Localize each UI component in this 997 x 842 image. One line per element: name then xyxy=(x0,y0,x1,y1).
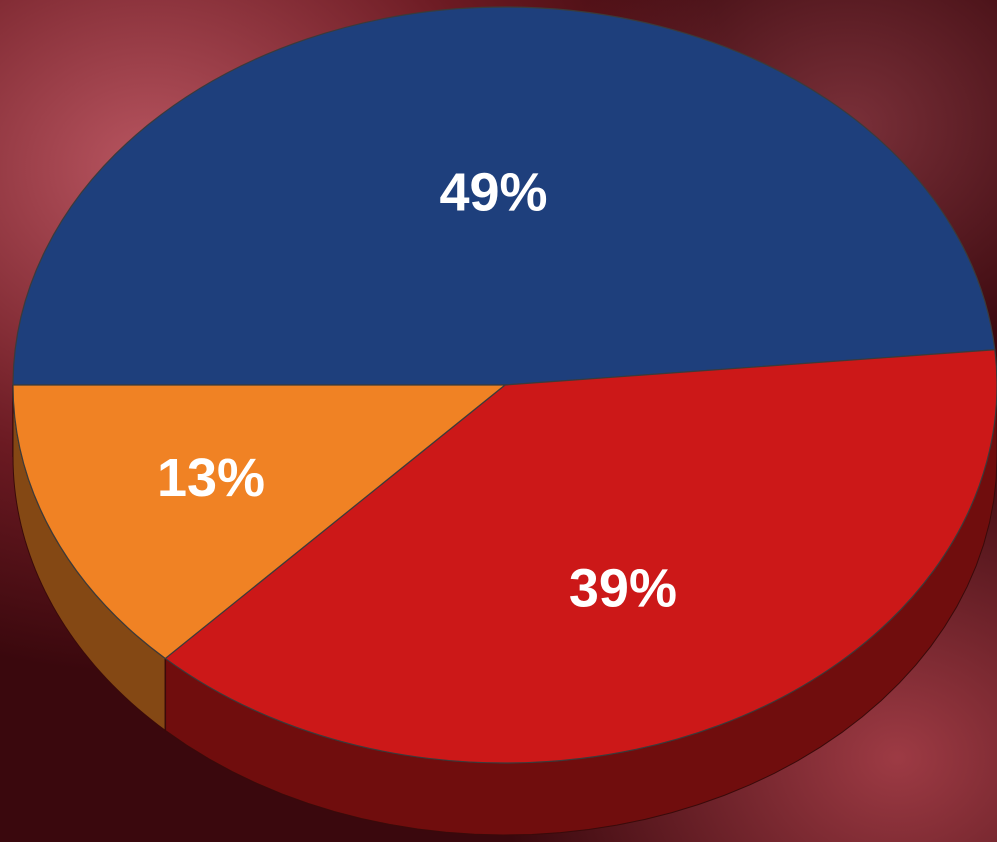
slice xyxy=(164,349,997,764)
data-label: 39% xyxy=(569,558,677,618)
data-label: 49% xyxy=(439,162,547,222)
pie: 49% 39% 13% xyxy=(12,6,997,836)
data-label: 13% xyxy=(157,448,265,508)
slice xyxy=(12,6,996,386)
slice xyxy=(12,384,507,660)
